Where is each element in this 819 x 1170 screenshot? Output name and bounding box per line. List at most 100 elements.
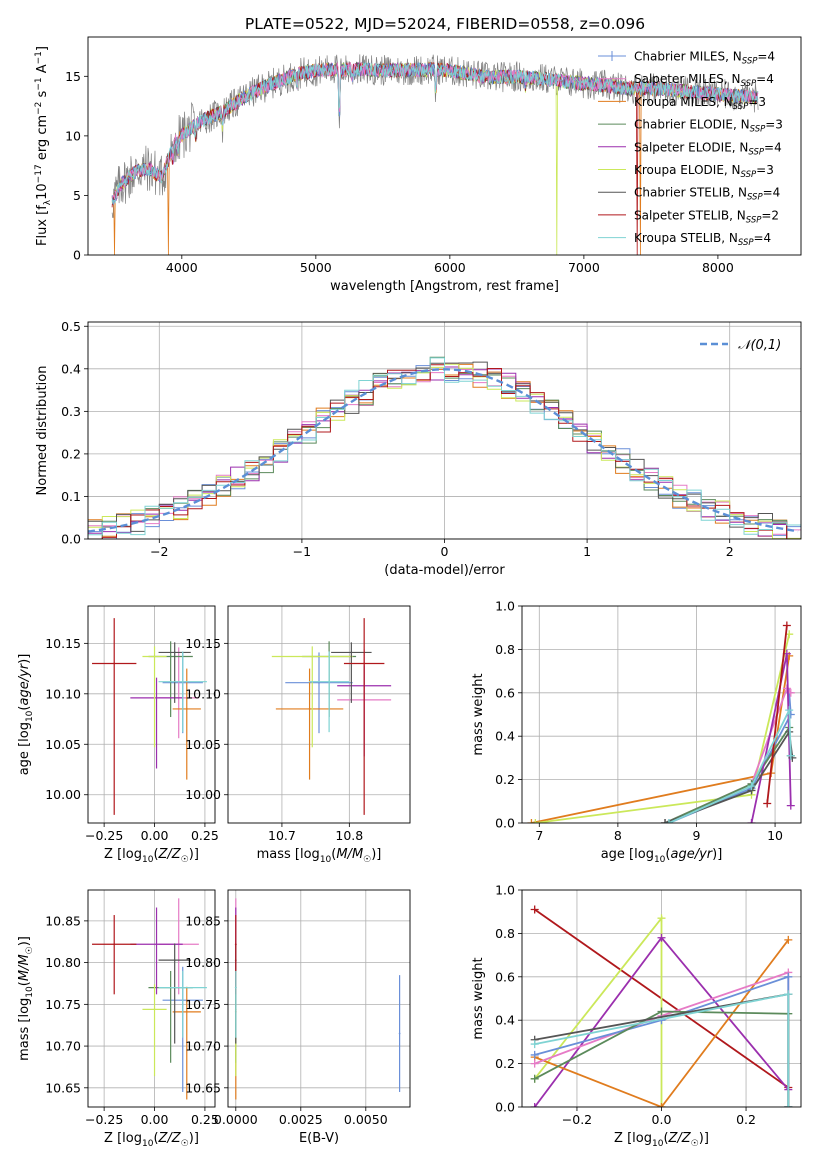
x-tick-label: 7000	[568, 260, 600, 275]
axes-frame	[227, 889, 411, 1108]
y-tick-label: 10.15	[185, 636, 221, 651]
y-tick-label: 10.15	[45, 636, 81, 651]
y-tick-label: 10.85	[185, 913, 221, 928]
axes-frame	[87, 36, 802, 256]
weight-line-chabrier-elodie	[664, 724, 792, 823]
x-axis-label: Z [log10(Z/Z☉)]	[104, 847, 199, 865]
data-point	[153, 1008, 156, 1011]
data-point	[311, 655, 314, 658]
y-tick-label: 0.4	[495, 1013, 515, 1028]
weight-marker	[784, 935, 793, 944]
data-point	[173, 651, 176, 654]
plot-area	[88, 322, 801, 539]
weight-line-kroupa-stelib	[668, 709, 792, 823]
x-tick-label: −1	[293, 544, 311, 559]
axes-frame	[87, 605, 216, 824]
data-point	[113, 943, 116, 946]
x-tick-label: 2	[726, 544, 734, 559]
subplot-mass_vs_ebv: 0.0000 0.0025 0.0050 10.65 10.70 10.75 10.80 10…	[185, 889, 411, 1146]
weight-marker	[664, 819, 673, 823]
x-tick-label: 0.25	[191, 1112, 219, 1127]
x-axis-label: Z [log10(Z/Z☉)]	[614, 1131, 709, 1149]
model-spectrum-kroupa-stelib	[111, 61, 759, 204]
x-axis-label: E(B-V)	[299, 1131, 339, 1146]
x-axis-label: mass [log10(M/M☉)]	[257, 847, 382, 865]
y-tick-label: 0.3	[61, 404, 81, 419]
plot-area	[88, 890, 215, 1107]
data-point	[113, 662, 116, 665]
y-axis-label: age [log10(age/yr)]	[17, 654, 35, 776]
y-tick-label: 0.5	[61, 319, 81, 334]
legend-label: Kroupa ELODIE, NSSP=3	[634, 163, 774, 180]
y-tick-label: 10.05	[185, 737, 221, 752]
y-tick-label: 10.85	[45, 913, 81, 928]
plot-area	[228, 606, 410, 823]
plot-area	[522, 890, 801, 1107]
y-tick-label: 0.2	[495, 1056, 515, 1071]
y-tick-label: 0.8	[495, 926, 515, 941]
data-point	[328, 680, 331, 683]
data-point	[155, 696, 158, 699]
weight-marker	[747, 819, 756, 823]
data-point	[185, 1010, 188, 1013]
y-tick-label: 10.65	[45, 1080, 81, 1095]
legend-label: Kroupa STELIB, NSSP=4	[634, 231, 771, 248]
weight-marker	[657, 914, 666, 923]
legend-label: Chabrier MILES, NSSP=4	[634, 50, 775, 67]
axes-frame	[521, 605, 802, 824]
data-point	[234, 986, 237, 989]
y-tick-label: 0.2	[61, 446, 81, 461]
y-tick-label: 10.00	[185, 787, 221, 802]
plot-area	[88, 606, 215, 823]
x-tick-label: −0.25	[85, 828, 123, 843]
weight-line-kroupa-miles	[531, 655, 791, 823]
y-tick-label: 15	[65, 69, 81, 84]
data-point	[173, 959, 176, 962]
x-tick-label: 8	[614, 828, 622, 843]
axes-frame	[227, 605, 411, 824]
legend-label: Salpeter MILES, NSSP=4	[634, 72, 774, 89]
y-tick-label: 0.6	[495, 969, 515, 984]
weight-marker	[784, 990, 793, 999]
weight-marker	[530, 1074, 539, 1083]
weight-marker	[657, 1103, 666, 1107]
weight-marker	[657, 933, 666, 942]
figure-title: PLATE=0522, MJD=52024, FIBERID=0558, z=0…	[245, 15, 645, 33]
x-tick-label: 0.0050	[344, 1112, 388, 1127]
x-tick-label: 7	[535, 828, 543, 843]
legend-label: 𝒩(0,1)	[738, 338, 781, 353]
legend-label: Salpeter ELODIE, NSSP=4	[634, 140, 782, 157]
data-point	[169, 655, 172, 658]
data-point	[234, 943, 237, 946]
y-tick-label: 10.10	[45, 686, 81, 701]
weight-line-kroupa-elodie	[533, 915, 663, 1107]
x-tick-label: −0.25	[85, 1112, 123, 1127]
data-point	[308, 708, 311, 710]
x-tick-label: 10.8	[335, 828, 363, 843]
x-axis-label: age [log10(age/yr)]	[601, 847, 723, 865]
legend-label: Chabrier STELIB, NSSP=4	[634, 186, 780, 203]
weight-marker	[530, 1059, 539, 1068]
legend-label: Chabrier ELODIE, NSSP=3	[634, 118, 783, 135]
weight-marker	[786, 801, 795, 810]
x-axis-label: wavelength [Angstrom, rest frame]	[330, 279, 559, 294]
y-axis-label: Normed distribution	[35, 366, 50, 496]
histogram-kroupa-stelib	[88, 357, 801, 539]
x-tick-label: 10.7	[268, 828, 296, 843]
subplot-spectrum: 4000 5000 6000 7000 8000 0 5 10 15 wavelength [An…	[34, 36, 802, 294]
y-axis-label: Flux [fλ10−17 erg cm−2 s−1 A−1]	[34, 46, 53, 246]
data-point	[155, 943, 158, 946]
x-axis-label: Z [log10(Z/Z☉)]	[104, 1131, 199, 1149]
x-tick-label: 0.0	[652, 1112, 672, 1127]
y-tick-label: 1.0	[495, 599, 515, 614]
y-tick-label: 10.70	[45, 1039, 81, 1054]
weight-marker	[530, 1050, 539, 1059]
axes-frame	[87, 889, 216, 1108]
data-point	[181, 680, 184, 683]
data-point	[363, 662, 366, 665]
y-axis-label: mass weight	[471, 673, 486, 755]
x-tick-label: 5000	[300, 260, 332, 275]
legend-label: Kroupa MILES, NSSP=3	[634, 95, 766, 112]
x-tick-label: 10	[767, 828, 783, 843]
y-tick-label: 0.1	[61, 489, 81, 504]
